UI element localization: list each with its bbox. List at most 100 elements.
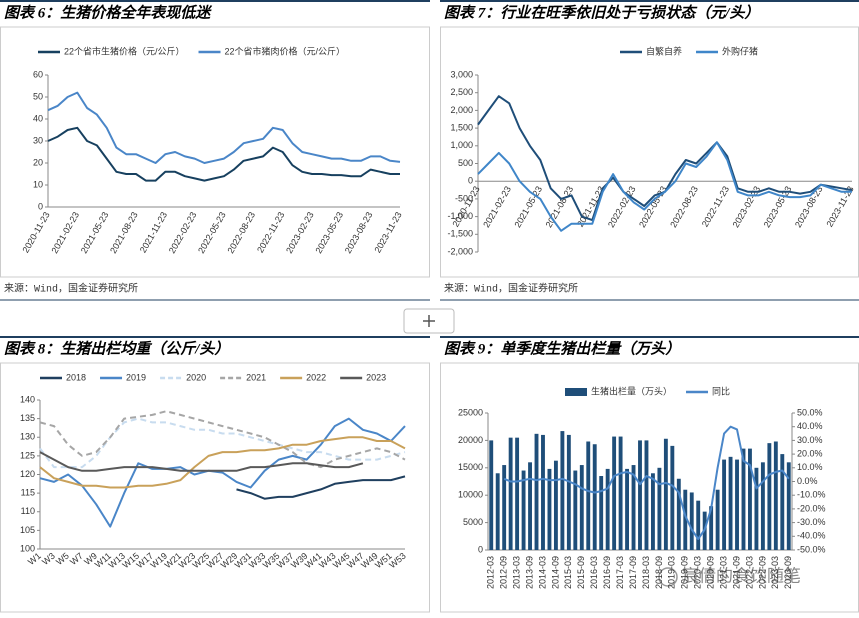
series-line	[477, 141, 852, 232]
legend-label: 外购仔猪	[722, 45, 758, 56]
x-tick-label: 2023-11-23	[372, 210, 403, 254]
x-tick-label: 2022-02-23	[167, 210, 199, 255]
x-tick-label: 2023-05-23	[313, 210, 345, 255]
bar	[534, 433, 539, 550]
legend-label: 2022	[306, 372, 326, 382]
y-tick-label: 15000	[458, 462, 483, 472]
chart-frame	[0, 362, 430, 613]
y-tick-label: -500	[455, 193, 473, 203]
bar	[735, 459, 739, 550]
x-tick-label: 2023-09	[783, 556, 793, 589]
x-tick-label: 2019-09	[680, 556, 690, 589]
bar	[489, 440, 494, 550]
series-line	[39, 417, 406, 469]
bar	[560, 431, 565, 550]
y2-tick-label: 20.0%	[797, 448, 823, 458]
bar	[638, 440, 642, 550]
y-tick-label: -1,500	[447, 229, 473, 239]
y-tick-label: 0	[38, 201, 43, 211]
bar	[773, 441, 778, 550]
x-tick-label: W53	[387, 551, 408, 571]
bar	[599, 476, 604, 550]
bar	[573, 470, 578, 550]
series-line	[39, 410, 406, 469]
x-tick-label: 2022-08-23	[225, 210, 257, 255]
bar	[683, 489, 688, 550]
y-tick-label: 130	[20, 432, 35, 442]
watermark-icon	[658, 567, 678, 587]
x-tick-label: 2015-09	[576, 556, 586, 589]
y2-tick-label: 40.0%	[797, 421, 823, 431]
add-button[interactable]	[403, 308, 455, 334]
y-tick-label: -2,000	[447, 246, 473, 256]
y-tick-label: 1,000	[450, 140, 473, 150]
x-tick-label: 2022-09	[757, 556, 767, 589]
y-tick-label: 115	[21, 488, 35, 498]
x-tick-label: 2023-03	[770, 556, 780, 589]
bar	[741, 448, 746, 550]
bar	[579, 465, 584, 550]
y2-tick-label: -10.0%	[797, 490, 826, 500]
x-tick-label: 2020-09	[706, 556, 716, 589]
bar	[786, 462, 791, 550]
watermark: 宸倩的食饮随笔	[682, 566, 801, 585]
bar	[670, 445, 675, 550]
bar	[689, 492, 694, 550]
x-tick-label: 2012-09	[499, 556, 509, 589]
x-tick-label: 2018-09	[654, 556, 664, 589]
bar	[663, 438, 668, 550]
x-tick-label: 2021-08-23	[544, 184, 576, 229]
y-tick-label: 25000	[458, 407, 483, 417]
x-tick-label: 2022-03	[744, 556, 754, 589]
bar	[631, 465, 636, 550]
x-tick-label: 2020-11-23	[450, 184, 481, 228]
x-tick-label: 2016-09	[602, 556, 612, 589]
bar	[553, 460, 558, 550]
bar	[715, 489, 720, 550]
bar	[528, 462, 532, 550]
x-tick-label: 2016-03	[589, 556, 599, 589]
x-tick-label: 2019-03	[667, 556, 677, 589]
y-tick-label: 125	[20, 450, 35, 460]
y2-tick-label: -40.0%	[797, 531, 826, 541]
x-tick-label: 2021-03	[718, 556, 728, 589]
y-tick-label: 20000	[458, 435, 483, 445]
bar	[760, 462, 765, 550]
bar	[754, 467, 759, 550]
chart-title: 图表 7：行业在旺季依旧处于亏损状态（元/头）	[444, 3, 759, 21]
x-tick-label: 2021-02-23	[481, 184, 513, 229]
bar	[566, 434, 571, 550]
y-tick-label: 2,000	[450, 105, 473, 115]
y-tick-label: 40	[33, 113, 43, 123]
x-tick-label: 2015-03	[563, 556, 573, 589]
y-tick-label: 10	[33, 179, 43, 189]
legend-label: 22个省市生猪价格（元/公斤）	[64, 45, 185, 56]
bar	[521, 470, 526, 550]
bar	[502, 465, 507, 550]
x-tick-label: 2023-02-23	[284, 210, 316, 255]
bar	[508, 437, 513, 550]
bar	[767, 443, 772, 550]
bar	[547, 468, 552, 550]
x-tick-label: 2020-11-23	[20, 210, 51, 254]
source-note: 来源：Wind，国金证券研究所	[444, 282, 578, 296]
chart-title: 图表 6：生猪价格全年表现低迷	[4, 3, 212, 21]
y-tick-label: 3,000	[450, 69, 473, 79]
chart-frame	[440, 26, 859, 278]
x-tick-label: 2014-09	[550, 556, 560, 589]
x-tick-label: 2013-09	[524, 556, 534, 589]
legend-label: 2020	[186, 372, 206, 382]
y-tick-label: 2,500	[450, 87, 473, 97]
y2-tick-label: -30.0%	[797, 517, 826, 527]
bar	[748, 448, 752, 550]
y-tick-label: 110	[21, 506, 35, 516]
bar	[657, 467, 662, 550]
y-tick-label: 105	[20, 525, 35, 535]
series-line	[39, 451, 364, 472]
legend-label: 同比	[712, 385, 730, 396]
chart-title: 图表 9：单季度生猪出栏量（万头）	[444, 339, 680, 357]
bar	[696, 500, 701, 550]
bar	[586, 441, 591, 550]
